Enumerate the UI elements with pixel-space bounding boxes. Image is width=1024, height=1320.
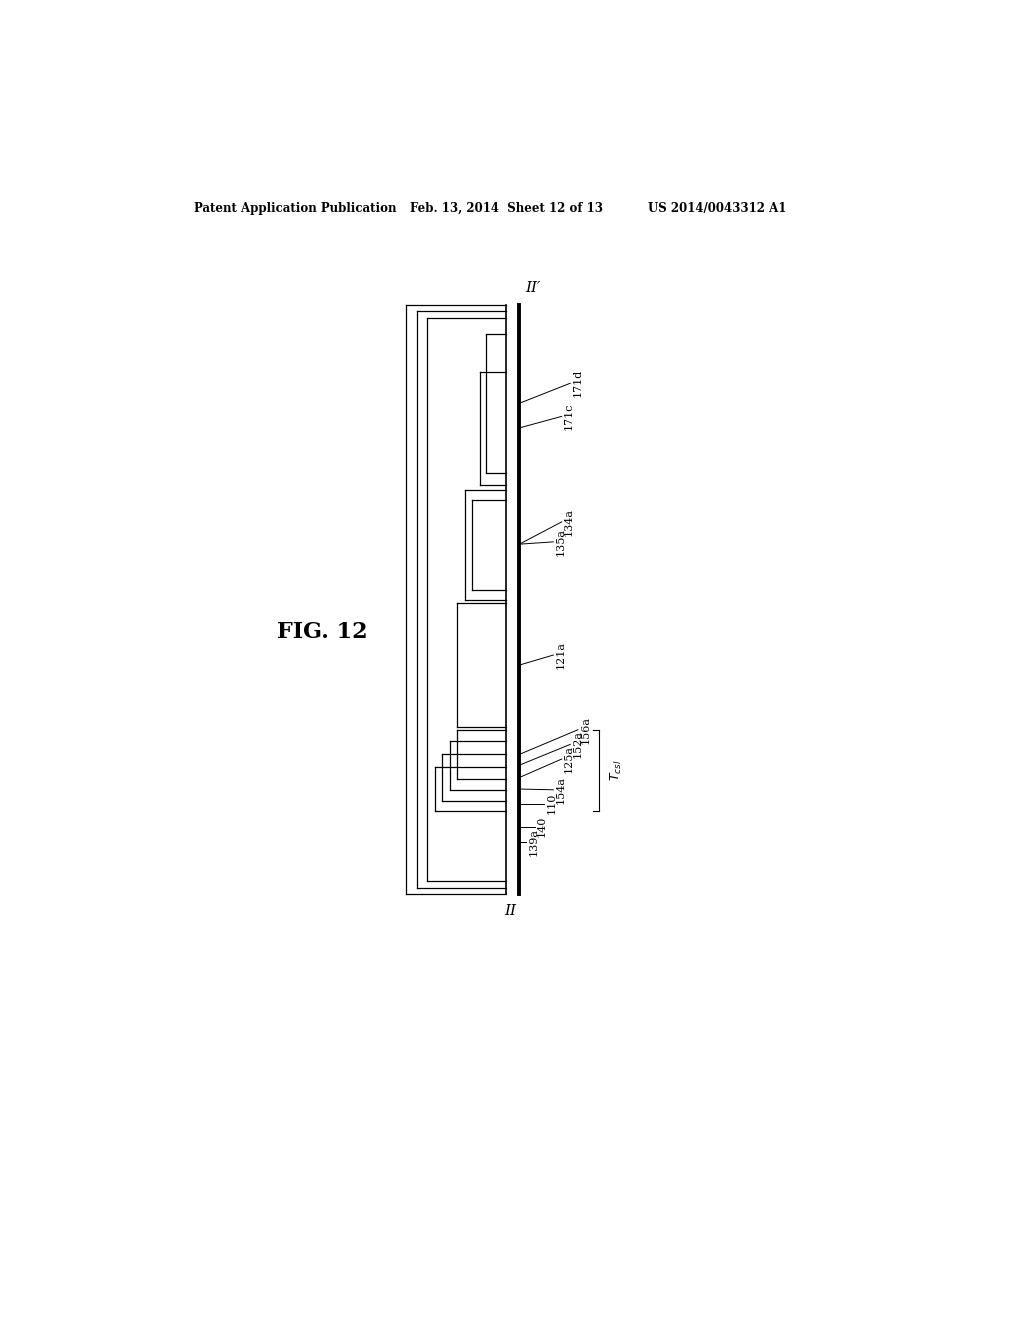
Text: 171d: 171d: [572, 370, 583, 397]
Text: Patent Application Publication: Patent Application Publication: [195, 202, 397, 215]
Text: 140: 140: [538, 816, 547, 837]
Text: 125a: 125a: [564, 744, 574, 774]
Text: 154a: 154a: [556, 776, 565, 804]
Text: FIG. 12: FIG. 12: [276, 620, 368, 643]
Text: 134a: 134a: [564, 508, 574, 536]
Text: Feb. 13, 2014  Sheet 12 of 13: Feb. 13, 2014 Sheet 12 of 13: [410, 202, 603, 215]
Text: II′: II′: [524, 281, 541, 296]
Text: 135a: 135a: [556, 528, 565, 556]
Text: $T_{csl}$: $T_{csl}$: [608, 760, 624, 781]
Text: US 2014/0043312 A1: US 2014/0043312 A1: [648, 202, 786, 215]
Text: 139a: 139a: [528, 828, 539, 857]
Text: 171c: 171c: [564, 403, 574, 430]
Text: 156a: 156a: [581, 715, 590, 743]
Text: II: II: [504, 904, 516, 917]
Text: 152a: 152a: [572, 730, 583, 759]
Text: 121a: 121a: [556, 642, 565, 669]
Text: 110: 110: [547, 793, 556, 814]
